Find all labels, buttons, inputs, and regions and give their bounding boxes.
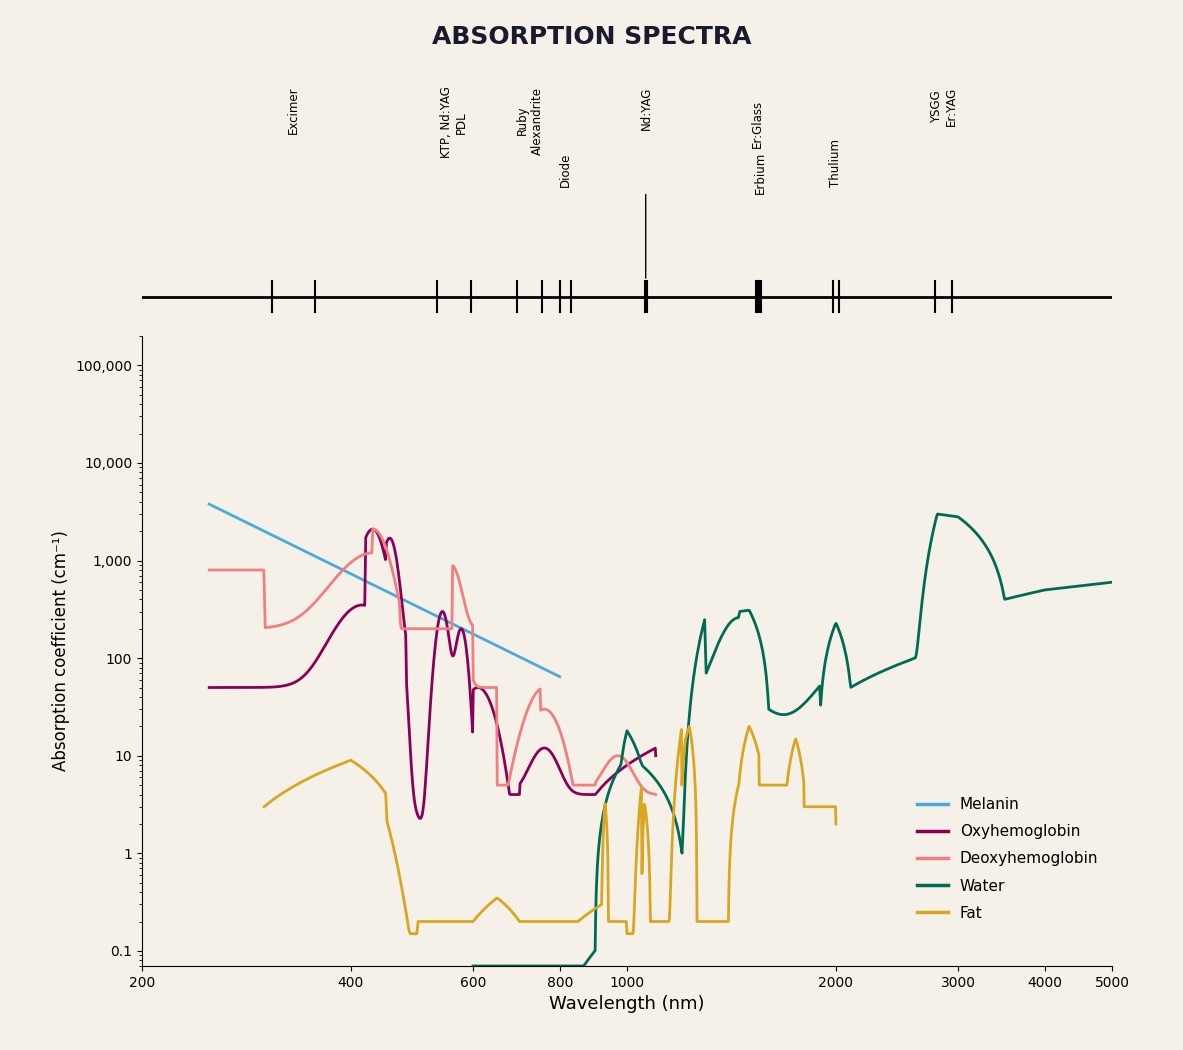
Line: Melanin: Melanin (209, 504, 560, 676)
Oxyhemoglobin (586, 789, 600, 801)
Deoxyhemoglobin (648, 789, 662, 801)
Water (931, 508, 945, 521)
Fat (718, 916, 732, 928)
Line: Deoxyhemoglobin: Deoxyhemoglobin (209, 529, 655, 795)
Oxyhemoglobin (535, 742, 549, 755)
Oxyhemoglobin (344, 603, 358, 615)
Oxyhemoglobin (393, 574, 407, 587)
Water (515, 960, 529, 972)
Fat (742, 720, 756, 733)
Text: KTP, Nd:YAG
PDL: KTP, Nd:YAG PDL (440, 87, 467, 159)
Oxyhemoglobin (413, 812, 427, 824)
Oxyhemoglobin (648, 750, 662, 762)
Oxyhemoglobin (202, 681, 216, 694)
Melanin (542, 665, 556, 677)
Melanin (305, 549, 319, 562)
Water (1105, 575, 1119, 588)
Deoxyhemoglobin (344, 555, 358, 568)
Deoxyhemoglobin (535, 704, 549, 716)
Melanin (535, 662, 549, 674)
Line: Water: Water (473, 514, 1112, 966)
Fat (347, 756, 361, 769)
Water (544, 960, 558, 972)
Water (1045, 583, 1059, 595)
Text: ABSORPTION SPECTRA: ABSORPTION SPECTRA (432, 25, 751, 48)
Melanin (240, 517, 254, 529)
X-axis label: Wavelength (nm): Wavelength (nm) (549, 995, 705, 1013)
Water (940, 509, 955, 522)
Fat (697, 916, 711, 928)
Deoxyhemoglobin (586, 779, 600, 792)
Water (466, 960, 480, 972)
Fat (829, 818, 843, 831)
Text: Diode: Diode (558, 152, 571, 187)
Fat (403, 927, 418, 940)
Deoxyhemoglobin (202, 564, 216, 576)
Text: Excimer: Excimer (287, 87, 300, 134)
Deoxyhemoglobin (560, 749, 574, 761)
Deoxyhemoglobin (484, 681, 498, 694)
Melanin (227, 510, 241, 523)
Text: YSGG
Er:YAG: YSGG Er:YAG (930, 87, 957, 126)
Text: Thulium: Thulium (829, 139, 842, 187)
Melanin (552, 670, 567, 682)
Text: Er:Glass: Er:Glass (750, 100, 763, 148)
Fat (791, 743, 806, 756)
Fat (706, 916, 720, 928)
Line: Oxyhemoglobin: Oxyhemoglobin (209, 529, 655, 818)
Line: Fat: Fat (264, 727, 836, 933)
Deoxyhemoglobin (366, 523, 380, 536)
Legend: Melanin, Oxyhemoglobin, Deoxyhemoglobin, Water, Fat: Melanin, Oxyhemoglobin, Deoxyhemoglobin,… (911, 791, 1105, 927)
Text: Erbium: Erbium (754, 152, 767, 194)
Text: Ruby
Alexandrite: Ruby Alexandrite (516, 87, 544, 154)
Melanin (202, 498, 216, 510)
Water (1027, 586, 1041, 598)
Oxyhemoglobin (561, 778, 575, 791)
Deoxyhemoglobin (393, 596, 407, 609)
Fat (761, 779, 775, 792)
Melanin (341, 566, 355, 579)
Oxyhemoglobin (484, 699, 498, 712)
Fat (257, 800, 271, 813)
Text: Nd:YAG: Nd:YAG (640, 87, 653, 130)
Oxyhemoglobin (366, 523, 380, 536)
Y-axis label: Absorption coefficient (cm⁻¹): Absorption coefficient (cm⁻¹) (52, 530, 70, 772)
Water (1077, 580, 1091, 592)
